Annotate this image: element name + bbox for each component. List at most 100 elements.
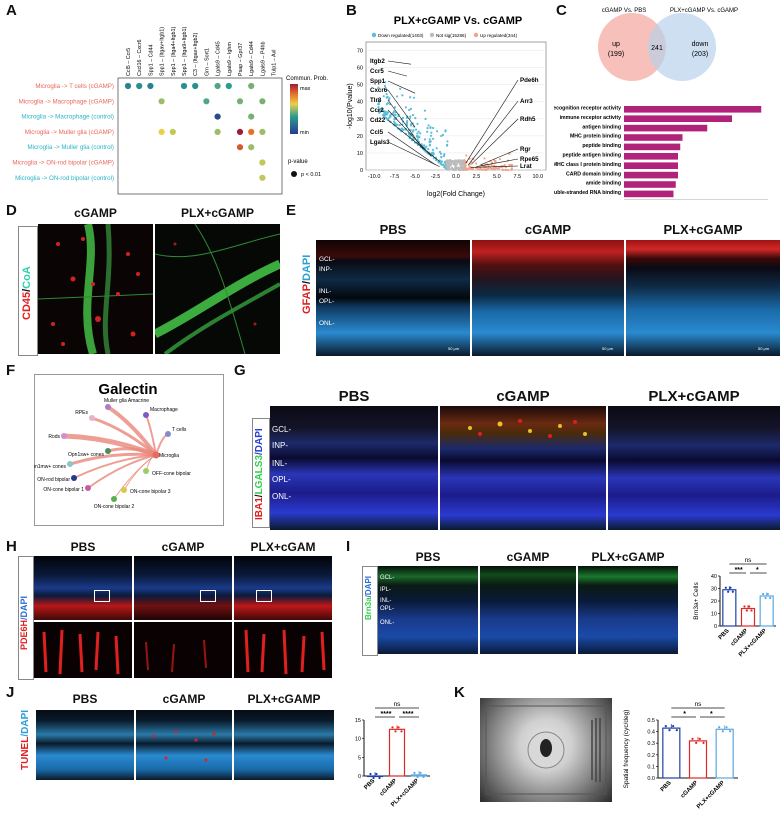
galectin-node-label: Rods [48,434,60,440]
data-point [413,771,416,774]
point-down [383,116,386,119]
galectin-edge [155,433,169,456]
dot [236,128,244,135]
point-down [386,111,390,114]
point-down [432,152,435,156]
point-down [408,108,411,112]
galectin-node-label: T cells [172,427,187,433]
point-down [405,122,408,125]
point-ns [454,165,457,168]
point-down [424,117,427,121]
legend-min: min [300,130,309,136]
dot [136,82,143,90]
panel-label-h: H [6,538,17,555]
bar [740,607,756,627]
panel-label-f: F [6,362,16,379]
legend-max: max [300,86,311,92]
point-up [484,166,487,169]
go-term-label: MHC class I protein binding [554,162,621,168]
micrograph-e-cgamp [472,240,624,356]
point-up [475,166,478,169]
side-label-box-h [18,556,34,680]
dot [214,113,221,120]
point-ns [456,161,459,164]
gene-leader [387,80,416,94]
side-label-g: IBA1/LGALS3/DAPI [254,428,265,520]
point-down [409,96,412,99]
gene-label-right: Rgr [520,146,531,153]
data-point [369,772,372,776]
point-down [431,137,435,140]
point-up [468,164,471,167]
galectin-node-label: ON-rod bipolar [37,477,70,483]
galectin-node-label: ON-cone bipolar 3 [130,489,171,495]
gene-leader [387,141,440,167]
venn-left-circle [598,13,666,81]
point-down [385,93,388,96]
side-label-e: GFAP/DAPI [301,254,313,314]
y-tick-label: 0.0 [647,776,655,782]
gene-leader [387,89,416,128]
panel-label-d: D [6,202,17,219]
micrograph-h-pbs [34,556,132,620]
galectin-center-label: Microglia [159,453,179,459]
row-label: Microglia -> Muller glia (cGAMP) [25,129,114,136]
point-down [440,155,443,159]
galectin-edge [73,454,157,479]
gene-label-left: Ccr5 [370,68,384,75]
j-cond2: cGAMP [162,692,206,706]
column-label: C3 – (Itgax+Itgb2) [193,32,199,76]
micrograph-h-cgamp [134,556,232,620]
go-bar [624,181,676,188]
go-term-label: MHC protein binding [570,134,621,140]
point-ns [450,162,453,166]
point-down [440,160,444,163]
column-label: Spp1 – (Itga9+Itgb1) [182,26,188,76]
i-cond3: PLX+cGAMP [591,550,665,564]
y-tick: 10 [357,151,363,157]
side-label-box-i [362,566,378,656]
go-term-label: pattern recognition receptor activity [554,106,621,112]
micrograph-g-cgamp [440,406,606,530]
point-down [401,116,405,119]
side-label-i: Brn3a/DAPI [364,575,373,620]
go-term-label: antigen binding [582,124,621,130]
g-layer-inp: INP- [272,441,288,450]
h-cond2: cGAMP [161,540,205,554]
go-bar [624,143,681,151]
row-label: Microglia -> Muller glia (control) [28,144,114,151]
i-layer-gcl: GCL- [380,575,395,581]
x-tick: -2.5 [431,174,440,180]
point-up [503,163,506,167]
point-down [386,95,389,98]
y-axis-title: Spatial frequency (cyc/deg) [623,710,630,789]
sig-label-a: *** [735,567,743,574]
point-down [438,150,442,154]
g-layer-inl: INL- [272,459,288,468]
galectin-node [85,485,91,491]
gene-label-right: Arr3 [520,98,533,105]
gene-leader [472,118,519,164]
e-layer-inp: INP- [319,266,332,273]
gene-label-right: Rpe65 [520,156,539,163]
gene-leader [387,109,432,157]
point-ns [450,160,453,163]
point-up [508,163,511,166]
panel-label-k: K [454,684,465,701]
column-label: Cxcl16 – Cxcr6 [137,39,143,76]
point-ns [454,167,457,171]
point-down [429,126,432,129]
y-tick-label: 15 [355,718,361,724]
g-cond3: PLX+cGAMP [648,388,740,405]
galectin-node [71,475,77,481]
side-label-box-d [18,226,38,356]
y-tick-label: 40 [711,574,717,580]
point-up [463,165,466,168]
gene-label-left: Spp1 [370,78,386,85]
data-point [743,605,746,608]
dot [259,174,266,181]
y-tick: 0 [360,168,363,174]
point-ns [456,166,459,170]
venn-left-title: cGAMP Vs. PBS [602,8,647,14]
data-point [762,592,765,596]
